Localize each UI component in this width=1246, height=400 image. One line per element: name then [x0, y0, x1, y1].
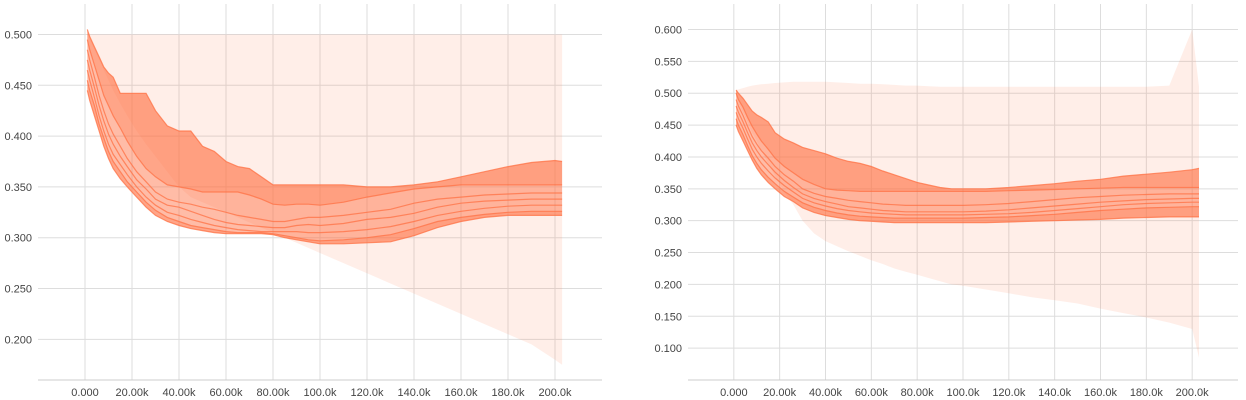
x-tick-label: 20.00k: [763, 387, 797, 399]
series-line: [86, 39, 563, 206]
inner-band: [736, 118, 1199, 223]
x-tick-label: 0.000: [720, 387, 748, 399]
x-tick-label: 180.0k: [491, 387, 525, 399]
outer-band: [736, 29, 1199, 358]
x-tick-label: 120.0k: [992, 387, 1026, 399]
x-tick-label: 40.00k: [162, 387, 196, 399]
y-tick-label: 0.550: [654, 56, 682, 68]
x-tick-label: 180.0k: [1130, 387, 1164, 399]
chart-panel-left: 0.000 20.00k 40.00k 60.00k 80.00k 100.0k 120.0…: [0, 0, 610, 400]
chart-panel-right: 0.000 20.00k 40.00k 60.00k 80.00k 100.0k 120.0…: [640, 0, 1246, 400]
x-tick-label: 140.0k: [397, 387, 431, 399]
series-line: [735, 99, 1199, 206]
series-line: [735, 92, 1199, 192]
y-tick-label: 0.250: [4, 284, 32, 296]
y-tick-label: 0.450: [4, 80, 32, 92]
x-tick-label: 20.00k: [115, 387, 149, 399]
y-tick-label: 0.600: [654, 24, 682, 36]
series-line: [735, 118, 1199, 219]
x-tick-label: 200.0k: [538, 387, 572, 399]
inner-band: [736, 90, 1199, 192]
y-tick-label: 0.350: [4, 182, 32, 194]
y-tick-label: 0.500: [654, 88, 682, 100]
x-tick-label: 100.0k: [303, 387, 337, 399]
x-tick-label: 160.0k: [444, 387, 478, 399]
series-line: [735, 124, 1199, 224]
x-tick-label: 0.000: [71, 387, 99, 399]
x-tick-label: 100.0k: [946, 387, 980, 399]
x-tick-label: 80.00k: [901, 387, 935, 399]
series-line: [86, 90, 563, 245]
series-line: [86, 59, 563, 229]
x-tick-label: 160.0k: [1084, 387, 1118, 399]
x-tick-label: 60.00k: [855, 387, 889, 399]
y-tick-label: 0.300: [654, 216, 682, 228]
chart-svg-left: 0.000 20.00k 40.00k 60.00k 80.00k 100.0k 120.0…: [4, 4, 602, 399]
y-tick-label: 0.200: [4, 334, 32, 346]
series-line: [86, 49, 563, 223]
x-tick-label: 120.0k: [350, 387, 384, 399]
x-tick-label: 200.0k: [1176, 387, 1210, 399]
series-line: [735, 112, 1199, 216]
y-tick-label: 0.300: [4, 233, 32, 245]
series-line: [86, 29, 563, 188]
inner-band: [87, 29, 563, 206]
y-tick-label: 0.200: [654, 279, 682, 291]
x-tick-label: 60.00k: [209, 387, 243, 399]
y-tick-label: 0.250: [654, 248, 682, 260]
series-line: [86, 80, 563, 242]
series-line: [86, 69, 563, 234]
chart-svg-right: 0.000 20.00k 40.00k 60.00k 80.00k 100.0k 120.0…: [654, 4, 1238, 399]
y-tick-label: 0.400: [654, 152, 682, 164]
series-line: [735, 105, 1199, 213]
series-line: [735, 89, 1200, 190]
y-tick-label: 0.500: [4, 29, 32, 41]
x-tick-label: 80.00k: [256, 387, 290, 399]
x-tick-label: 140.0k: [1038, 387, 1072, 399]
y-tick-label: 0.450: [654, 120, 682, 132]
y-tick-label: 0.350: [654, 184, 682, 196]
x-tick-label: 40.00k: [809, 387, 843, 399]
y-tick-label: 0.150: [654, 311, 682, 323]
y-tick-label: 0.100: [654, 343, 682, 355]
y-tick-label: 0.400: [4, 131, 32, 143]
